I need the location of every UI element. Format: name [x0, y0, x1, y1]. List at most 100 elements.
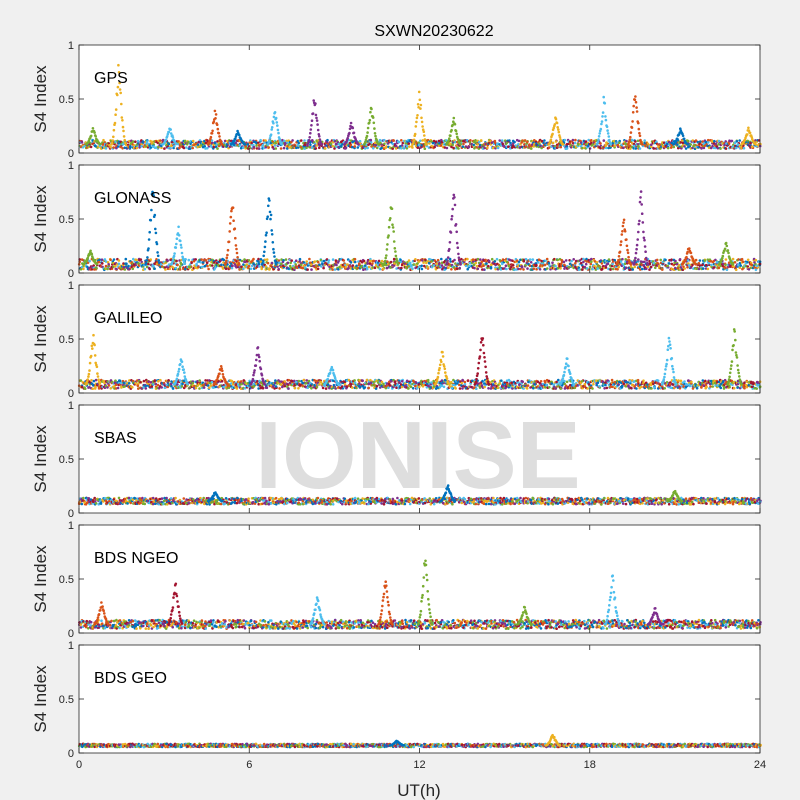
scatter-point	[318, 144, 321, 147]
scatter-point	[272, 115, 276, 119]
scatter-point	[479, 258, 482, 261]
scatter-point	[631, 120, 634, 123]
scatter-point	[297, 141, 301, 145]
scatter-point	[122, 129, 125, 133]
scatter-point	[636, 238, 639, 241]
scatter-point	[464, 145, 468, 148]
scatter-point	[407, 259, 411, 262]
scatter-point	[215, 123, 219, 126]
y-tick-label: 0	[68, 268, 74, 280]
scatter-point	[114, 113, 117, 116]
scatter-point	[149, 258, 152, 261]
scatter-point	[117, 262, 121, 266]
scatter-point	[547, 262, 551, 265]
scatter-point	[384, 146, 388, 149]
scatter-point	[116, 386, 120, 390]
scatter-point	[287, 387, 290, 390]
scatter-point	[266, 261, 270, 265]
scatter-point	[480, 384, 484, 387]
scatter-point	[414, 125, 418, 128]
scatter-point	[290, 259, 294, 262]
scatter-point	[353, 379, 356, 382]
scatter-point	[689, 266, 693, 269]
scatter-point	[279, 147, 283, 150]
scatter-point	[298, 260, 301, 263]
scatter-point	[269, 217, 272, 221]
scatter-point	[226, 253, 229, 257]
scatter-point	[389, 217, 392, 220]
scatter-point	[159, 139, 162, 142]
scatter-point	[114, 379, 117, 383]
scatter-point	[703, 259, 707, 262]
scatter-point	[114, 383, 118, 387]
scatter-point	[298, 257, 302, 261]
scatter-point	[495, 257, 499, 261]
scatter-point	[528, 258, 532, 261]
scatter-point	[411, 142, 415, 145]
scatter-point	[149, 146, 153, 149]
plot-area	[79, 165, 760, 273]
scatter-point	[169, 382, 173, 386]
scatter-point	[509, 141, 512, 145]
scatter-point	[637, 121, 640, 125]
scatter-point	[638, 131, 641, 135]
scatter-point	[98, 258, 101, 262]
scatter-point	[390, 207, 394, 210]
scatter-point	[369, 138, 373, 142]
scatter-point	[157, 259, 160, 262]
scatter-point	[112, 128, 116, 132]
scatter-point	[351, 145, 354, 149]
scatter-point	[145, 259, 149, 262]
scatter-point	[633, 265, 637, 269]
scatter-point	[176, 263, 179, 267]
scatter-point	[242, 379, 246, 382]
scatter-point	[270, 143, 274, 147]
scatter-point	[369, 110, 372, 114]
scatter-point	[380, 146, 384, 150]
scatter-point	[634, 251, 638, 255]
scatter-point	[190, 261, 193, 265]
scatter-point	[453, 203, 457, 207]
scatter-point	[288, 146, 291, 149]
scatter-point	[116, 93, 119, 97]
scatter-point	[621, 224, 625, 228]
scatter-point	[727, 251, 730, 255]
scatter-point	[327, 261, 330, 264]
scatter-point	[704, 263, 708, 267]
scatter-point	[394, 254, 398, 258]
scatter-point	[446, 256, 450, 259]
scatter-point	[462, 142, 465, 146]
scatter-point	[114, 264, 117, 268]
scatter-point	[369, 140, 373, 144]
scatter-point	[697, 262, 701, 265]
scatter-point	[269, 133, 273, 136]
scatter-point	[311, 112, 315, 115]
scatter-point	[331, 144, 335, 148]
scatter-point	[172, 254, 176, 258]
scatter-point	[167, 130, 171, 134]
scatter-point	[517, 260, 521, 264]
scatter-point	[118, 379, 122, 383]
scatter-point	[498, 382, 502, 385]
scatter-point	[173, 144, 176, 148]
scatter-point	[421, 139, 425, 142]
scatter-point	[633, 98, 637, 101]
scatter-point	[315, 119, 319, 122]
scatter-point	[276, 128, 280, 132]
scatter-point	[400, 139, 403, 142]
scatter-point	[301, 266, 305, 270]
scatter-point	[574, 266, 578, 269]
scatter-point	[372, 121, 376, 125]
y-axis-label: S4 Index	[31, 65, 50, 133]
scatter-point	[178, 265, 182, 268]
scatter-point	[154, 382, 158, 386]
scatter-point	[637, 127, 641, 131]
scatter-point	[300, 139, 303, 142]
scatter-point	[297, 387, 300, 390]
scatter-point	[367, 265, 371, 269]
scatter-point	[629, 263, 633, 266]
scatter-point	[716, 146, 720, 150]
scatter-point	[383, 261, 386, 265]
scatter-point	[723, 266, 726, 269]
scatter-point	[156, 254, 160, 258]
